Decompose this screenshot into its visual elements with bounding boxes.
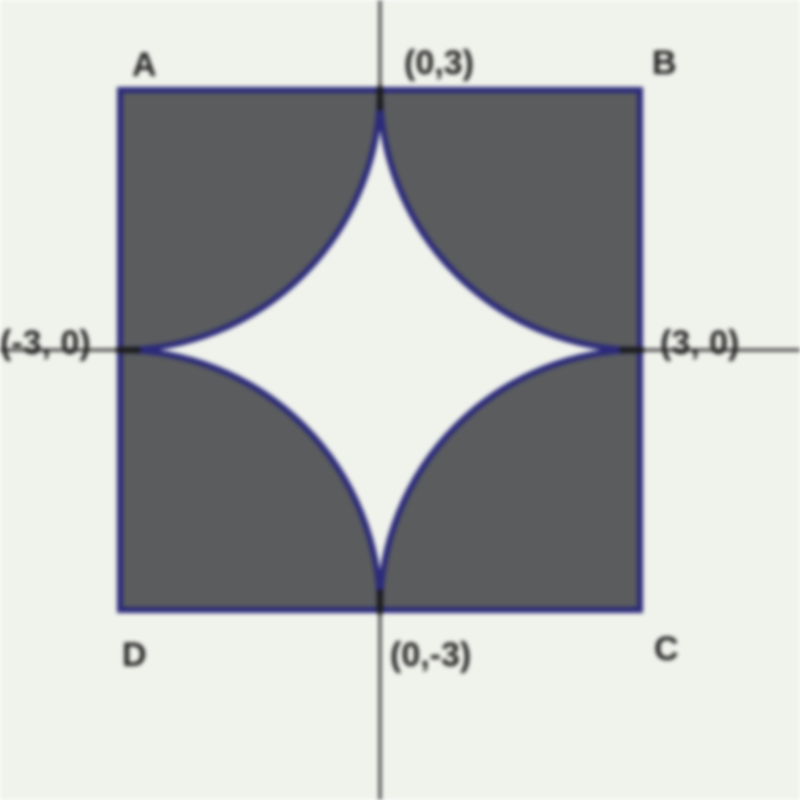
axis-label-left: (-3, 0) <box>0 324 91 363</box>
vertex-label-c: C <box>654 630 679 669</box>
geometry-svg <box>0 0 800 800</box>
vertex-label-a: A <box>132 46 157 85</box>
axis-label-top: (0,3) <box>404 44 474 83</box>
vertex-label-b: B <box>652 44 677 83</box>
diagram-canvas: A B C D (0,3) (3, 0) (0,-3) (-3, 0) <box>0 0 800 800</box>
axis-label-right: (3, 0) <box>660 324 739 363</box>
axis-label-bottom: (0,-3) <box>390 636 471 675</box>
vertex-label-d: D <box>122 636 147 675</box>
